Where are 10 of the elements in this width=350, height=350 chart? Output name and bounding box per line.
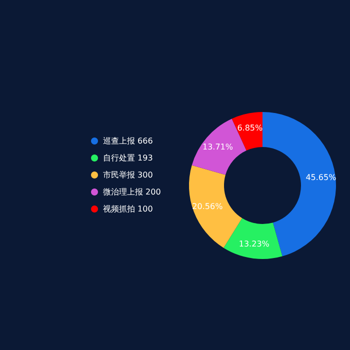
data-label: 13.23% [238,239,270,248]
data-label: 20.56% [192,202,224,212]
legend-label: 巡查上报 666 [103,136,153,146]
data-label: 45.65% [306,172,337,182]
legend-label: 市民举报 300 [103,170,153,180]
legend-label: 视频抓拍 100 [103,204,153,214]
legend-label: 微治理上报 200 [103,188,161,196]
data-label: 6.85% [237,123,264,132]
legend-label: 自行处置 193 [103,154,153,162]
data-label: 13.71% [202,142,234,152]
